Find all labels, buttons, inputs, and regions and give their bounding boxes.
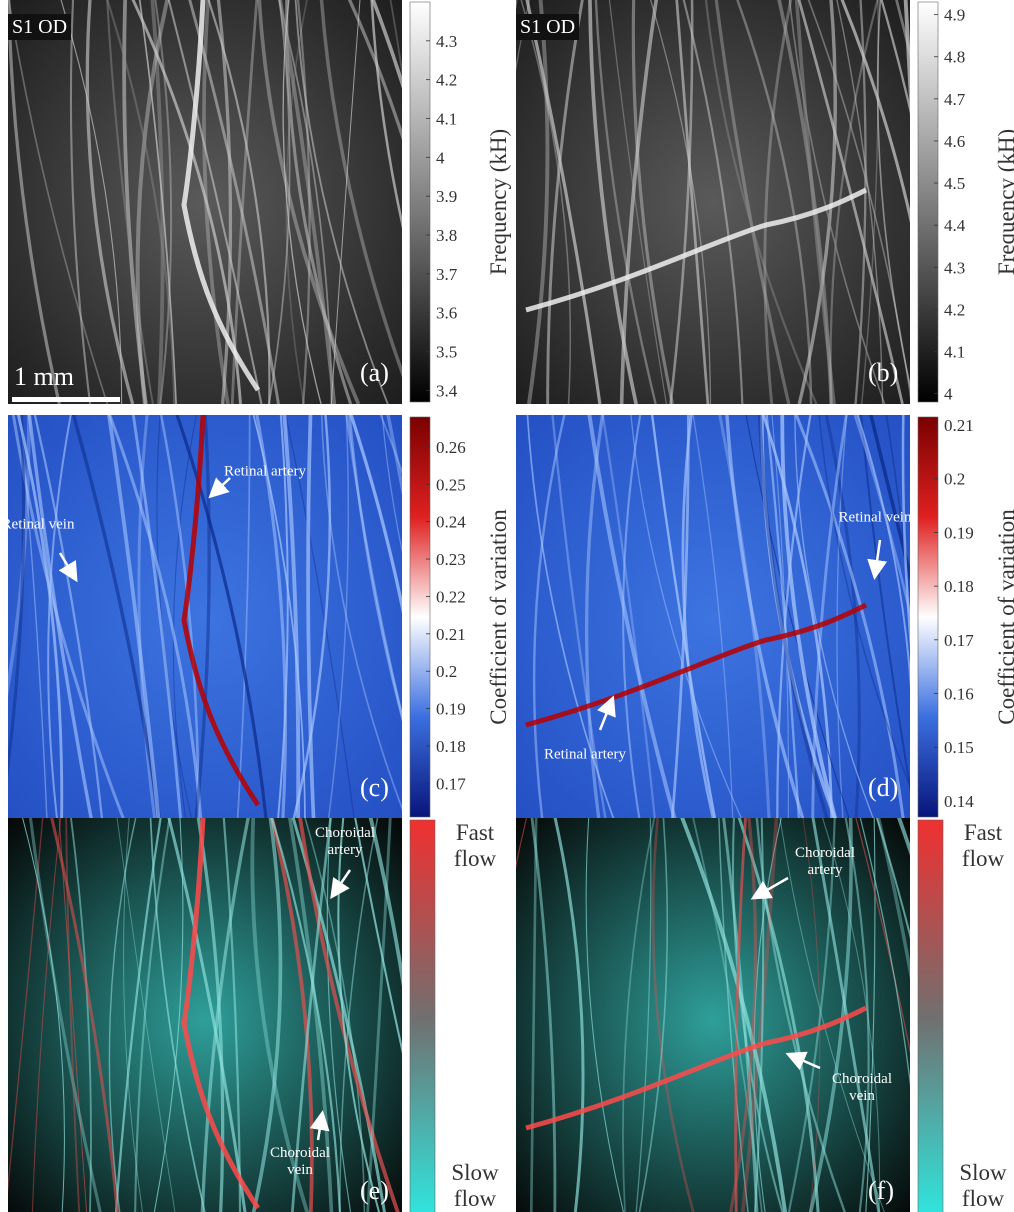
tick-label: 0.19	[436, 700, 466, 719]
tick-label: 4.8	[944, 48, 965, 67]
colorbar	[410, 818, 520, 1212]
panel-label: (a)	[360, 358, 389, 388]
tick-label: 4.3	[436, 32, 457, 51]
tick-label: 3.9	[436, 187, 457, 206]
tick-label: 4.7	[944, 90, 966, 109]
tick-label: 0.14	[944, 792, 974, 811]
annotation: Choroidal artery	[303, 825, 387, 859]
panel-label: (d)	[868, 773, 898, 803]
badge: S1 OD	[8, 14, 71, 40]
badge: S1 OD	[516, 14, 579, 40]
colorbar: 0.17 0.18 0.19 0.2 0.21 0.22 0.23 0.24 0.25 0.26 C…	[410, 415, 520, 821]
annotation: Retinal vein	[833, 510, 917, 527]
tick-label: 4.9	[944, 6, 965, 25]
image	[8, 818, 402, 1212]
annotation: Retinal artery	[223, 464, 307, 481]
image	[8, 0, 402, 404]
annotation: Choroidal vein	[820, 1071, 904, 1105]
colorbar-top-label: Fast flow	[440, 820, 510, 872]
tick-label: 4.3	[944, 258, 965, 277]
colorbar-label: Coefficient of variation	[994, 509, 1014, 725]
tick-label: 0.21	[436, 625, 466, 644]
colorbar: 0.14 0.15 0.16 0.17 0.18 0.19 0.2 0.21 Coefficie…	[918, 415, 1014, 821]
colorbar-label: Frequency (kH)	[994, 129, 1014, 275]
tick-label: 0.21	[944, 416, 974, 435]
image	[516, 0, 910, 404]
tick-label: 4.1	[436, 110, 457, 129]
colorbar-label: Coefficient of variation	[486, 509, 511, 725]
image-background	[8, 415, 402, 819]
tick-label: 0.15	[944, 738, 974, 757]
colorbar-bottom-label: Slow flow	[948, 1160, 1014, 1212]
tick-label: 4.1	[944, 342, 965, 361]
tick-label: 0.17	[944, 631, 974, 650]
colorbar-fill	[918, 2, 938, 402]
panel-label: (f)	[868, 1176, 894, 1206]
tick-label: 0.24	[436, 513, 466, 532]
image	[8, 415, 402, 819]
tick-label: 3.6	[436, 304, 457, 323]
tick-label: 0.23	[436, 550, 466, 569]
tick-label: 0.25	[436, 475, 466, 494]
colorbar-top-label: Fast flow	[948, 820, 1014, 872]
colorbar-fill	[918, 820, 943, 1212]
tick-label: 0.22	[436, 587, 466, 606]
scale-bar-label: 1 mm	[14, 362, 74, 392]
colorbar	[918, 818, 1014, 1212]
colorbar-fill	[410, 2, 430, 402]
tick-label: 3.4	[436, 381, 458, 400]
tick-label: 3.5	[436, 343, 457, 362]
tick-label: 0.17	[436, 774, 466, 793]
annotation: Choroidal artery	[783, 845, 867, 879]
tick-label: 4.5	[944, 174, 965, 193]
tick-label: 0.2	[436, 662, 457, 681]
panel-label: (e)	[360, 1176, 389, 1206]
panel-label: (c)	[360, 773, 389, 803]
tick-label: 4.2	[944, 300, 965, 319]
tick-label: 4	[944, 385, 953, 404]
tick-label: 4.4	[944, 216, 966, 235]
figure: (a) S1 OD 1 mm 3.4 3.5 3.6 3.7 3.8 3.9 4 4.1 4.2 4.3…	[0, 0, 1014, 1212]
colorbar-label: Frequency (kH)	[486, 129, 511, 275]
tick-label: 4	[436, 148, 445, 167]
tick-label: 0.18	[944, 577, 974, 596]
colorbar-fill	[410, 820, 435, 1212]
tick-label: 3.7	[436, 265, 458, 284]
colorbar-bottom-label: Slow flow	[440, 1160, 510, 1212]
tick-label: 0.26	[436, 438, 466, 457]
annotation: Retinal vein	[0, 517, 80, 534]
colorbar-fill	[918, 417, 938, 817]
colorbar-fill	[410, 417, 430, 817]
scale-bar	[12, 397, 120, 402]
tick-label: 3.8	[436, 226, 457, 245]
tick-label: 0.16	[944, 685, 974, 704]
colorbar: 3.4 3.5 3.6 3.7 3.8 3.9 4 4.1 4.2 4.3 Frequency (k…	[410, 0, 520, 406]
annotation: Choroidal vein	[258, 1145, 342, 1179]
tick-label: 0.19	[944, 523, 974, 542]
tick-label: 0.2	[944, 470, 965, 489]
tick-label: 0.18	[436, 737, 466, 756]
colorbar: 4 4.1 4.2 4.3 4.4 4.5 4.6 4.7 4.8 4.9 Frequency (k…	[918, 0, 1014, 406]
annotation: Retinal artery	[543, 747, 627, 764]
panel-label: (b)	[868, 358, 898, 388]
tick-label: 4.2	[436, 71, 457, 90]
tick-label: 4.6	[944, 132, 965, 151]
